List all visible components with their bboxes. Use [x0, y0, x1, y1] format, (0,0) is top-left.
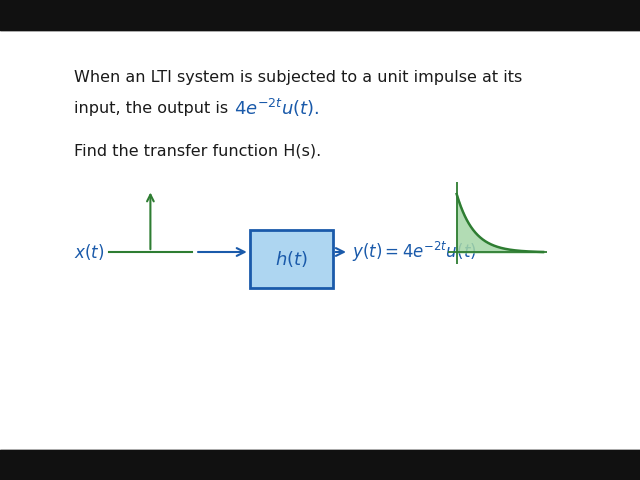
Bar [0, 450, 640, 480]
Text: $x(t)$: $x(t)$ [74, 242, 104, 262]
Text: $y(t) = 4e^{-2t}u(t)$: $y(t) = 4e^{-2t}u(t)$ [352, 240, 477, 264]
Bar [250, 230, 333, 288]
Text: input, the output is: input, the output is [74, 101, 228, 116]
Bar [0, 0, 640, 30]
Text: Find the transfer function H(s).: Find the transfer function H(s). [74, 144, 321, 159]
Text: $4e^{-2t}u(t).$: $4e^{-2t}u(t).$ [234, 96, 319, 119]
Text: When an LTI system is subjected to a unit impulse at its: When an LTI system is subjected to a uni… [74, 70, 522, 84]
Text: $h(t)$: $h(t)$ [275, 249, 308, 269]
